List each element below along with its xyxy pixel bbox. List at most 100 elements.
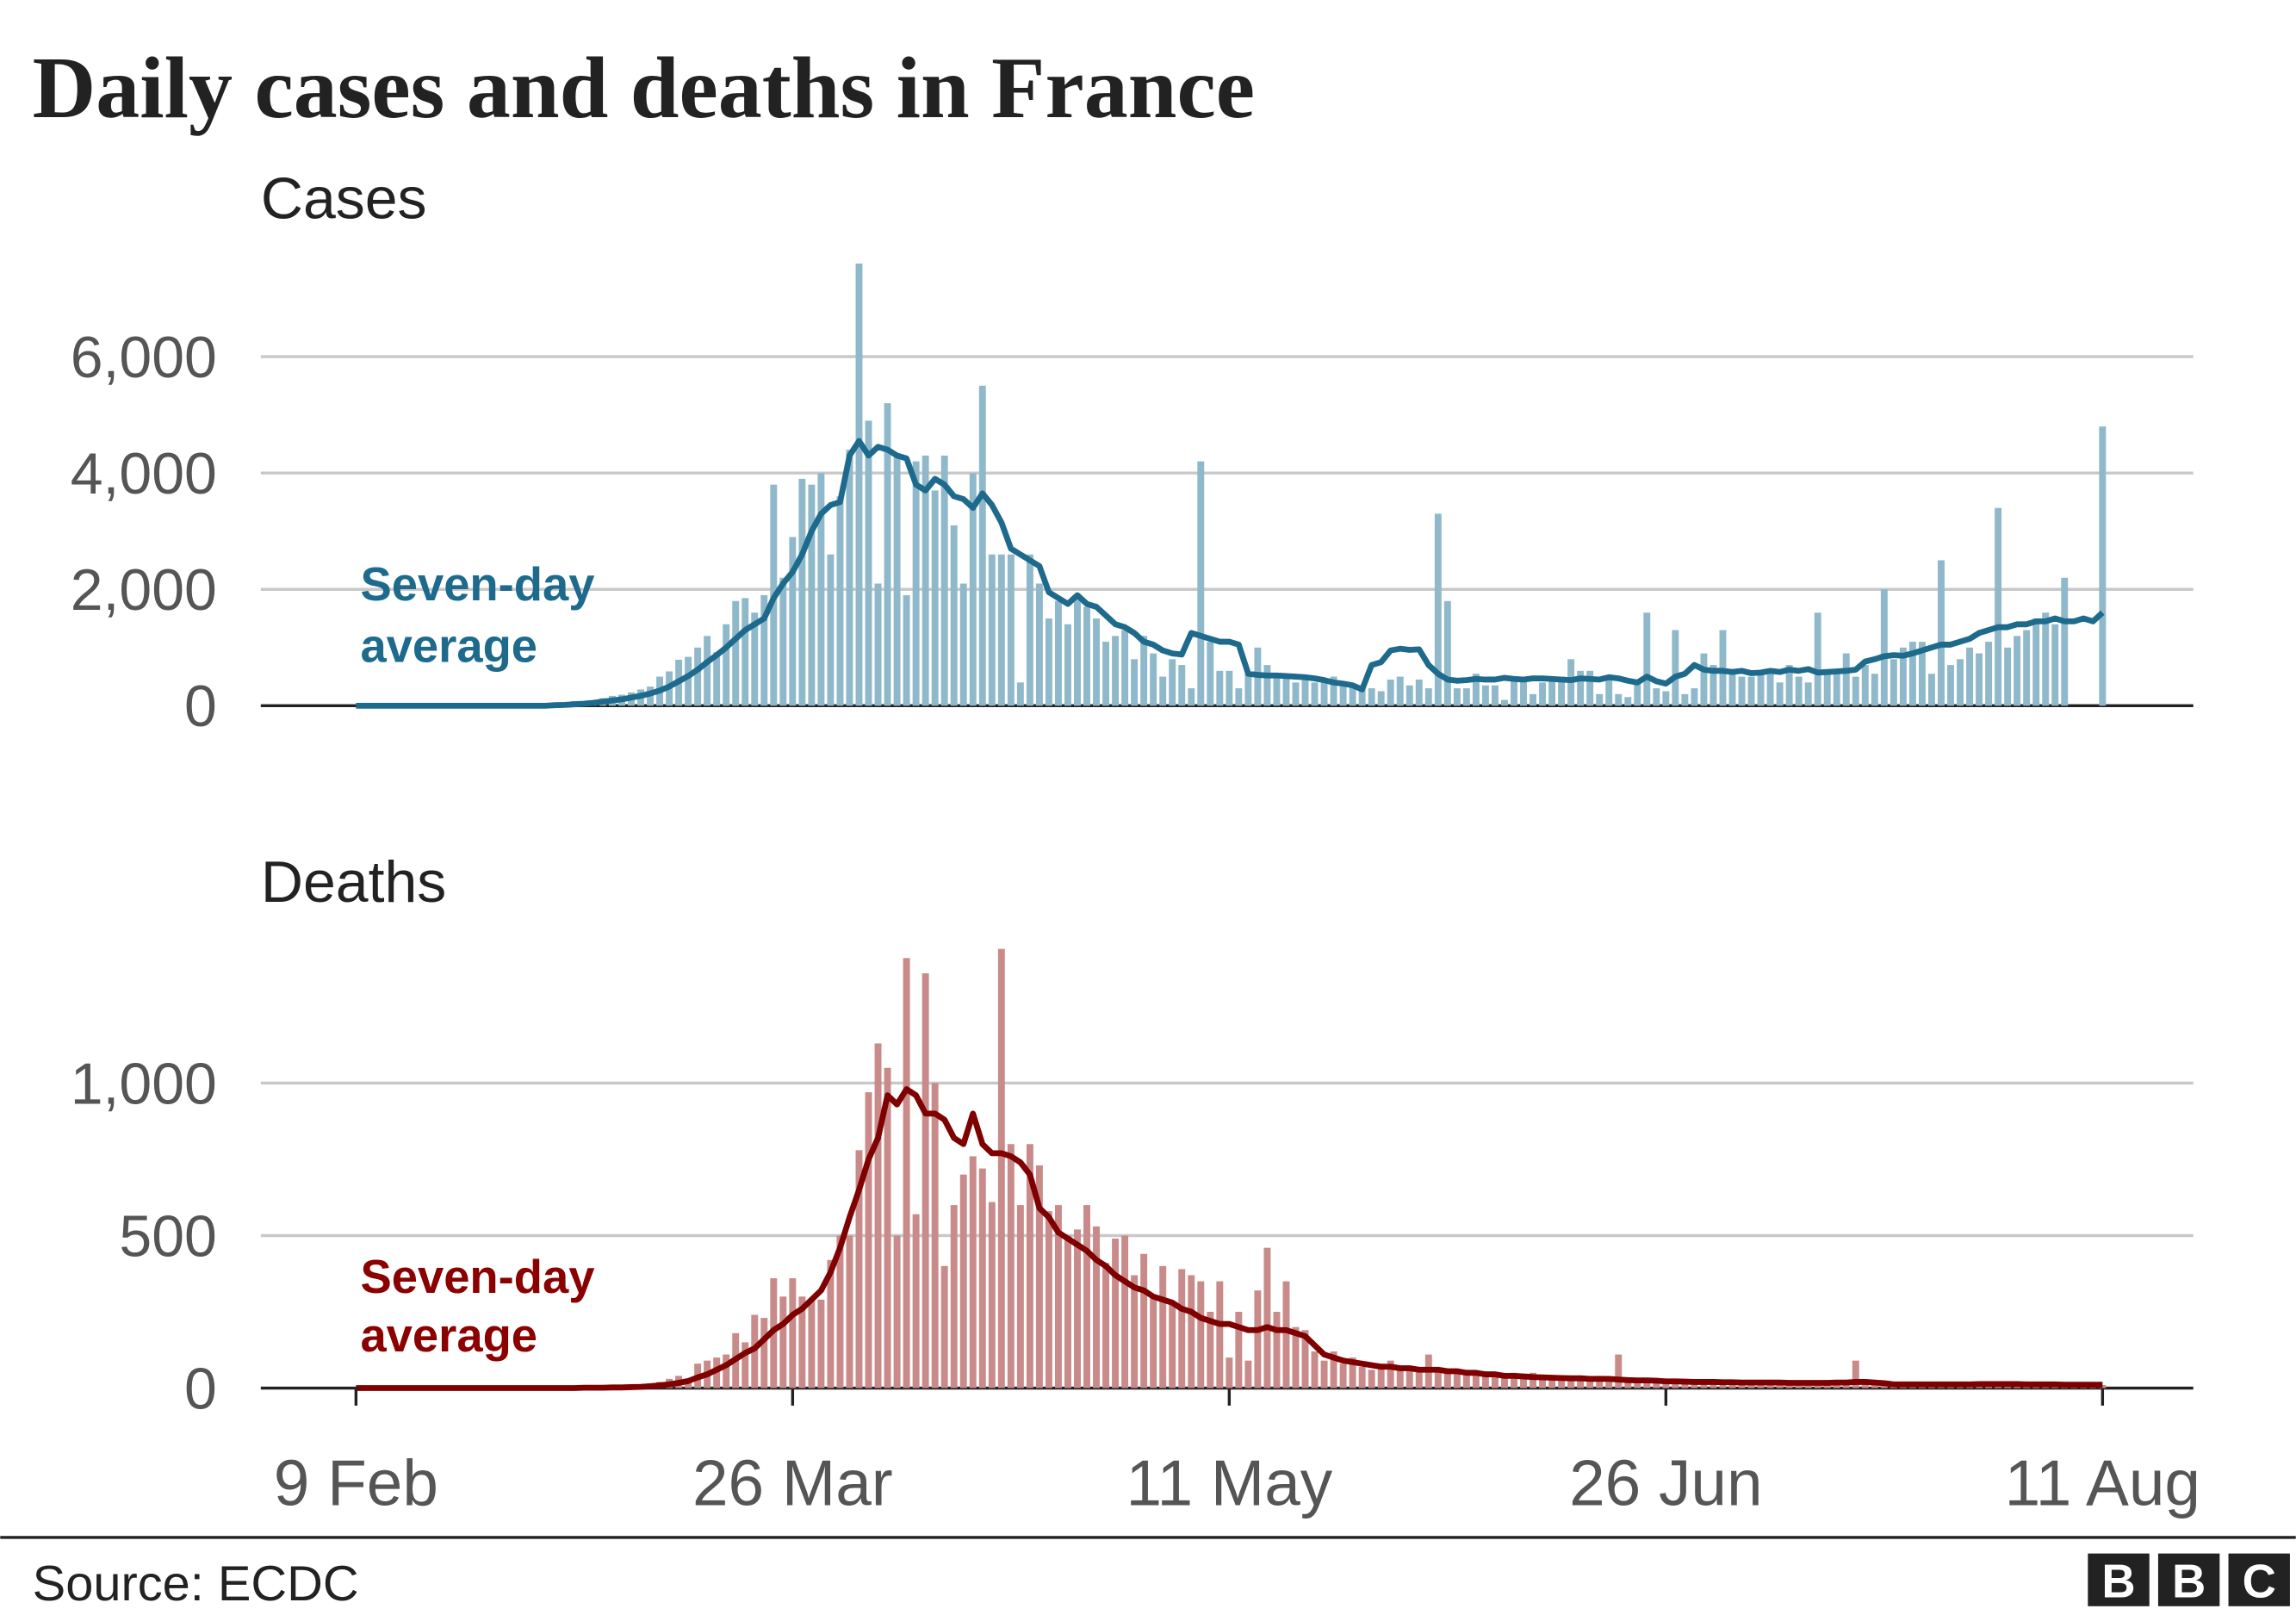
bar bbox=[903, 958, 910, 1388]
bar bbox=[2099, 426, 2107, 706]
bar bbox=[1852, 676, 1859, 706]
y-tick-label: 2,000 bbox=[71, 557, 217, 623]
bar bbox=[1804, 682, 1812, 706]
bar bbox=[940, 455, 948, 706]
bar bbox=[1045, 1211, 1052, 1388]
bar bbox=[874, 583, 882, 706]
y-tick-label: 0 bbox=[184, 1356, 217, 1421]
bar bbox=[846, 1235, 853, 1388]
bar bbox=[1273, 1312, 1281, 1388]
bar bbox=[1235, 1312, 1243, 1388]
bar bbox=[760, 595, 768, 706]
bar bbox=[1501, 699, 1508, 706]
bar bbox=[1615, 1354, 1623, 1388]
bar bbox=[1491, 1372, 1499, 1388]
logo-box bbox=[2088, 1553, 2150, 1606]
bar bbox=[1415, 679, 1423, 706]
bar bbox=[1462, 688, 1470, 706]
bar bbox=[1814, 612, 1821, 706]
bar bbox=[1700, 1382, 1708, 1388]
bar bbox=[1368, 1370, 1375, 1388]
bar bbox=[1691, 688, 1698, 706]
bar bbox=[1140, 636, 1148, 706]
bar bbox=[903, 595, 910, 706]
bar bbox=[1976, 653, 1983, 706]
bar bbox=[1424, 688, 1432, 706]
bar bbox=[1567, 1378, 1575, 1388]
bar bbox=[2051, 624, 2059, 706]
bar bbox=[959, 583, 967, 706]
bar bbox=[1396, 676, 1404, 706]
bar bbox=[855, 1150, 863, 1388]
bar bbox=[1605, 676, 1613, 706]
bar bbox=[1586, 1378, 1594, 1388]
bar bbox=[1301, 1330, 1309, 1388]
bar bbox=[969, 473, 977, 706]
bar bbox=[1481, 1376, 1489, 1388]
bar bbox=[1188, 1275, 1195, 1388]
bar bbox=[893, 1235, 901, 1388]
bar bbox=[1634, 682, 1641, 706]
bar bbox=[1795, 676, 1803, 706]
bar bbox=[1320, 682, 1328, 706]
bar bbox=[978, 385, 986, 706]
bar bbox=[1064, 1235, 1071, 1388]
x-tick-label: 26 Jun bbox=[1569, 1447, 1763, 1519]
bar bbox=[732, 600, 740, 706]
bar bbox=[1511, 679, 1517, 706]
bar bbox=[1339, 682, 1347, 706]
bar bbox=[1197, 1281, 1205, 1388]
bar bbox=[1558, 676, 1566, 706]
bar bbox=[1539, 1376, 1547, 1388]
bar bbox=[1035, 1165, 1043, 1388]
bar bbox=[1169, 659, 1176, 706]
bar bbox=[1624, 697, 1632, 706]
bar bbox=[1121, 1235, 1129, 1388]
bar bbox=[1121, 630, 1129, 706]
bar bbox=[1045, 618, 1052, 706]
logo-letter: B bbox=[2172, 1556, 2206, 1608]
bar bbox=[1501, 1376, 1508, 1388]
bar bbox=[760, 1318, 768, 1388]
bar bbox=[1615, 693, 1623, 706]
bar bbox=[2023, 630, 2031, 706]
bar bbox=[1434, 1370, 1442, 1388]
logo-letter: B bbox=[2101, 1556, 2135, 1608]
bar bbox=[1757, 670, 1765, 706]
annotation: average bbox=[360, 619, 537, 672]
bar bbox=[1330, 676, 1337, 706]
bar bbox=[1368, 688, 1375, 706]
bar bbox=[1995, 507, 2002, 706]
bar bbox=[1254, 1290, 1262, 1388]
bar bbox=[1596, 693, 1604, 706]
bar bbox=[1016, 682, 1024, 706]
bar bbox=[1207, 642, 1214, 706]
bar bbox=[1178, 1269, 1186, 1388]
bar bbox=[922, 455, 929, 706]
bar bbox=[1586, 670, 1594, 706]
bar bbox=[1453, 688, 1461, 706]
bar bbox=[798, 478, 806, 706]
bar bbox=[950, 525, 958, 706]
logo-box bbox=[2157, 1553, 2220, 1606]
y-tick-label: 1,000 bbox=[71, 1051, 217, 1116]
bar bbox=[1358, 1366, 1366, 1388]
bar bbox=[827, 1259, 835, 1388]
bar bbox=[1112, 636, 1120, 706]
bar bbox=[1320, 1360, 1328, 1388]
annotation: Seven-day bbox=[360, 558, 594, 611]
bar bbox=[1150, 1296, 1157, 1388]
bar bbox=[817, 1299, 825, 1388]
bar bbox=[1159, 1265, 1167, 1388]
bar bbox=[1957, 659, 1964, 706]
average-line bbox=[356, 438, 2105, 709]
bar bbox=[1472, 674, 1480, 706]
bar bbox=[1890, 659, 1897, 706]
bar bbox=[1216, 670, 1224, 706]
bar bbox=[1102, 1263, 1110, 1388]
bar bbox=[685, 656, 692, 706]
bar bbox=[1083, 1205, 1090, 1388]
bar bbox=[1966, 647, 1974, 706]
bar bbox=[959, 1174, 967, 1388]
bar bbox=[1472, 1372, 1480, 1388]
